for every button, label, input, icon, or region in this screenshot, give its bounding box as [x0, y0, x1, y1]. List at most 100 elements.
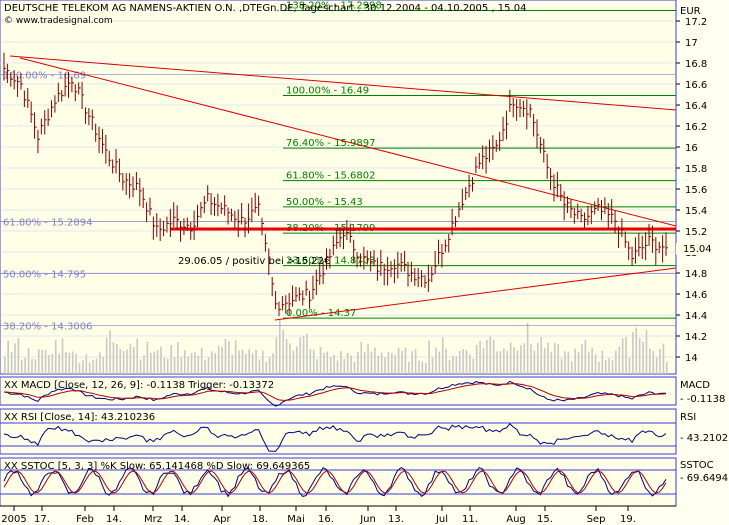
volume-bar [394, 354, 397, 374]
x-tick-label: 11. [462, 514, 478, 525]
volume-bar [197, 355, 200, 374]
volume-bar [85, 354, 88, 374]
volume-bar [543, 348, 546, 374]
volume-bar [245, 354, 247, 374]
volume-bar [312, 349, 315, 374]
volume-bar [170, 345, 172, 374]
last-price-marker: 15.04 [676, 243, 712, 255]
volume-bar [574, 348, 576, 374]
volume-bar [17, 337, 20, 374]
volume-bar [374, 347, 376, 374]
volume-bar [421, 361, 424, 374]
volume-bar [492, 339, 495, 374]
volume-bar [194, 352, 196, 374]
volume-bar [139, 359, 142, 374]
y-tick-label: 16.6 [685, 80, 707, 91]
volume-bar [652, 351, 655, 374]
volume-bar [7, 340, 9, 374]
volume-bar [608, 358, 610, 374]
volume-bar [217, 346, 220, 374]
volume-bar [540, 336, 543, 374]
volume-bar [95, 358, 98, 374]
fib-left-label: 50.00% - 14.795 [3, 270, 86, 281]
volume-bar [262, 350, 264, 374]
volume-bar [58, 353, 60, 374]
upper-trendline [9, 55, 677, 111]
volume-bar [513, 347, 515, 374]
volume-bar [530, 343, 532, 374]
volume-bar [241, 349, 244, 374]
y-tick-label: 16.2 [685, 122, 707, 133]
y-tick-label: 15.2 [685, 227, 707, 238]
volume-bar [472, 358, 475, 374]
volume-bar [71, 351, 74, 374]
volume-bar [190, 353, 193, 374]
volume-bar [238, 350, 240, 374]
sstoc-d-line [3, 470, 667, 494]
volume-bar [37, 349, 40, 374]
volume-bar [462, 349, 464, 374]
volume-bar [68, 352, 71, 374]
volume-bar [598, 361, 600, 374]
volume-bar [61, 338, 64, 374]
x-tick-label: Feb [76, 514, 94, 525]
y-tick-label: 14.2 [685, 332, 707, 343]
volume-bar [550, 351, 553, 374]
volume-bar [448, 359, 451, 374]
volume-bar [51, 353, 54, 374]
volume-bar [560, 358, 563, 374]
fib-label: 138.20% - 17.2998 [286, 1, 382, 12]
volume-bar [319, 347, 322, 374]
volume-bar [635, 327, 638, 374]
volume-bars [4, 319, 668, 374]
volume-bar [418, 360, 420, 374]
volume-bar [662, 343, 665, 374]
volume-bar [438, 351, 441, 374]
volume-bar [503, 348, 505, 374]
rsi-line [3, 422, 667, 452]
volume-bar [160, 346, 162, 374]
volume-bar [340, 351, 342, 374]
volume-bar [289, 343, 291, 374]
volume-bar [441, 337, 444, 374]
volume-bar [666, 361, 668, 374]
volume-bar [102, 356, 105, 374]
volume-bar [475, 344, 478, 374]
y-tick-label: 14.4 [685, 311, 707, 322]
y-tick-label: 15.8 [685, 164, 707, 175]
volume-bar [4, 356, 6, 374]
volume-bar [408, 361, 410, 374]
volume-bar [564, 351, 566, 374]
volume-bar [326, 351, 329, 374]
volume-bar [285, 338, 288, 374]
volume-bar [275, 337, 278, 374]
volume-bar [333, 355, 335, 374]
volume-bar [214, 353, 217, 374]
volume-bar [458, 350, 461, 374]
volume-bar [533, 350, 536, 374]
volume-bar [638, 338, 641, 374]
x-tick-label: 19. [620, 514, 636, 525]
volume-bar [41, 349, 43, 374]
rising-trendline [274, 267, 677, 321]
volume-bar [570, 361, 573, 374]
volume-bar [604, 359, 607, 374]
volume-bar [435, 347, 437, 374]
rsi-value-label: - 43.2102 [680, 433, 728, 444]
volume-bar [153, 351, 155, 374]
volume-bar [156, 350, 159, 374]
volume-bar [234, 340, 237, 374]
volume-bar [265, 361, 268, 374]
volume-bar [105, 337, 108, 374]
x-tick-label: 2005 [1, 514, 26, 525]
volume-bar [591, 348, 593, 374]
volume-bar [367, 343, 369, 374]
volume-bar [187, 356, 189, 374]
x-tick-label: Apr [213, 514, 231, 525]
currency-label: EUR [680, 6, 701, 17]
fib-left-label: 100.00% - 16.69 [3, 71, 86, 82]
volume-bar [146, 341, 149, 374]
volume-bar [14, 343, 16, 374]
annotation-text: 29.06.05 / positiv bei >15,22€ [178, 256, 330, 267]
